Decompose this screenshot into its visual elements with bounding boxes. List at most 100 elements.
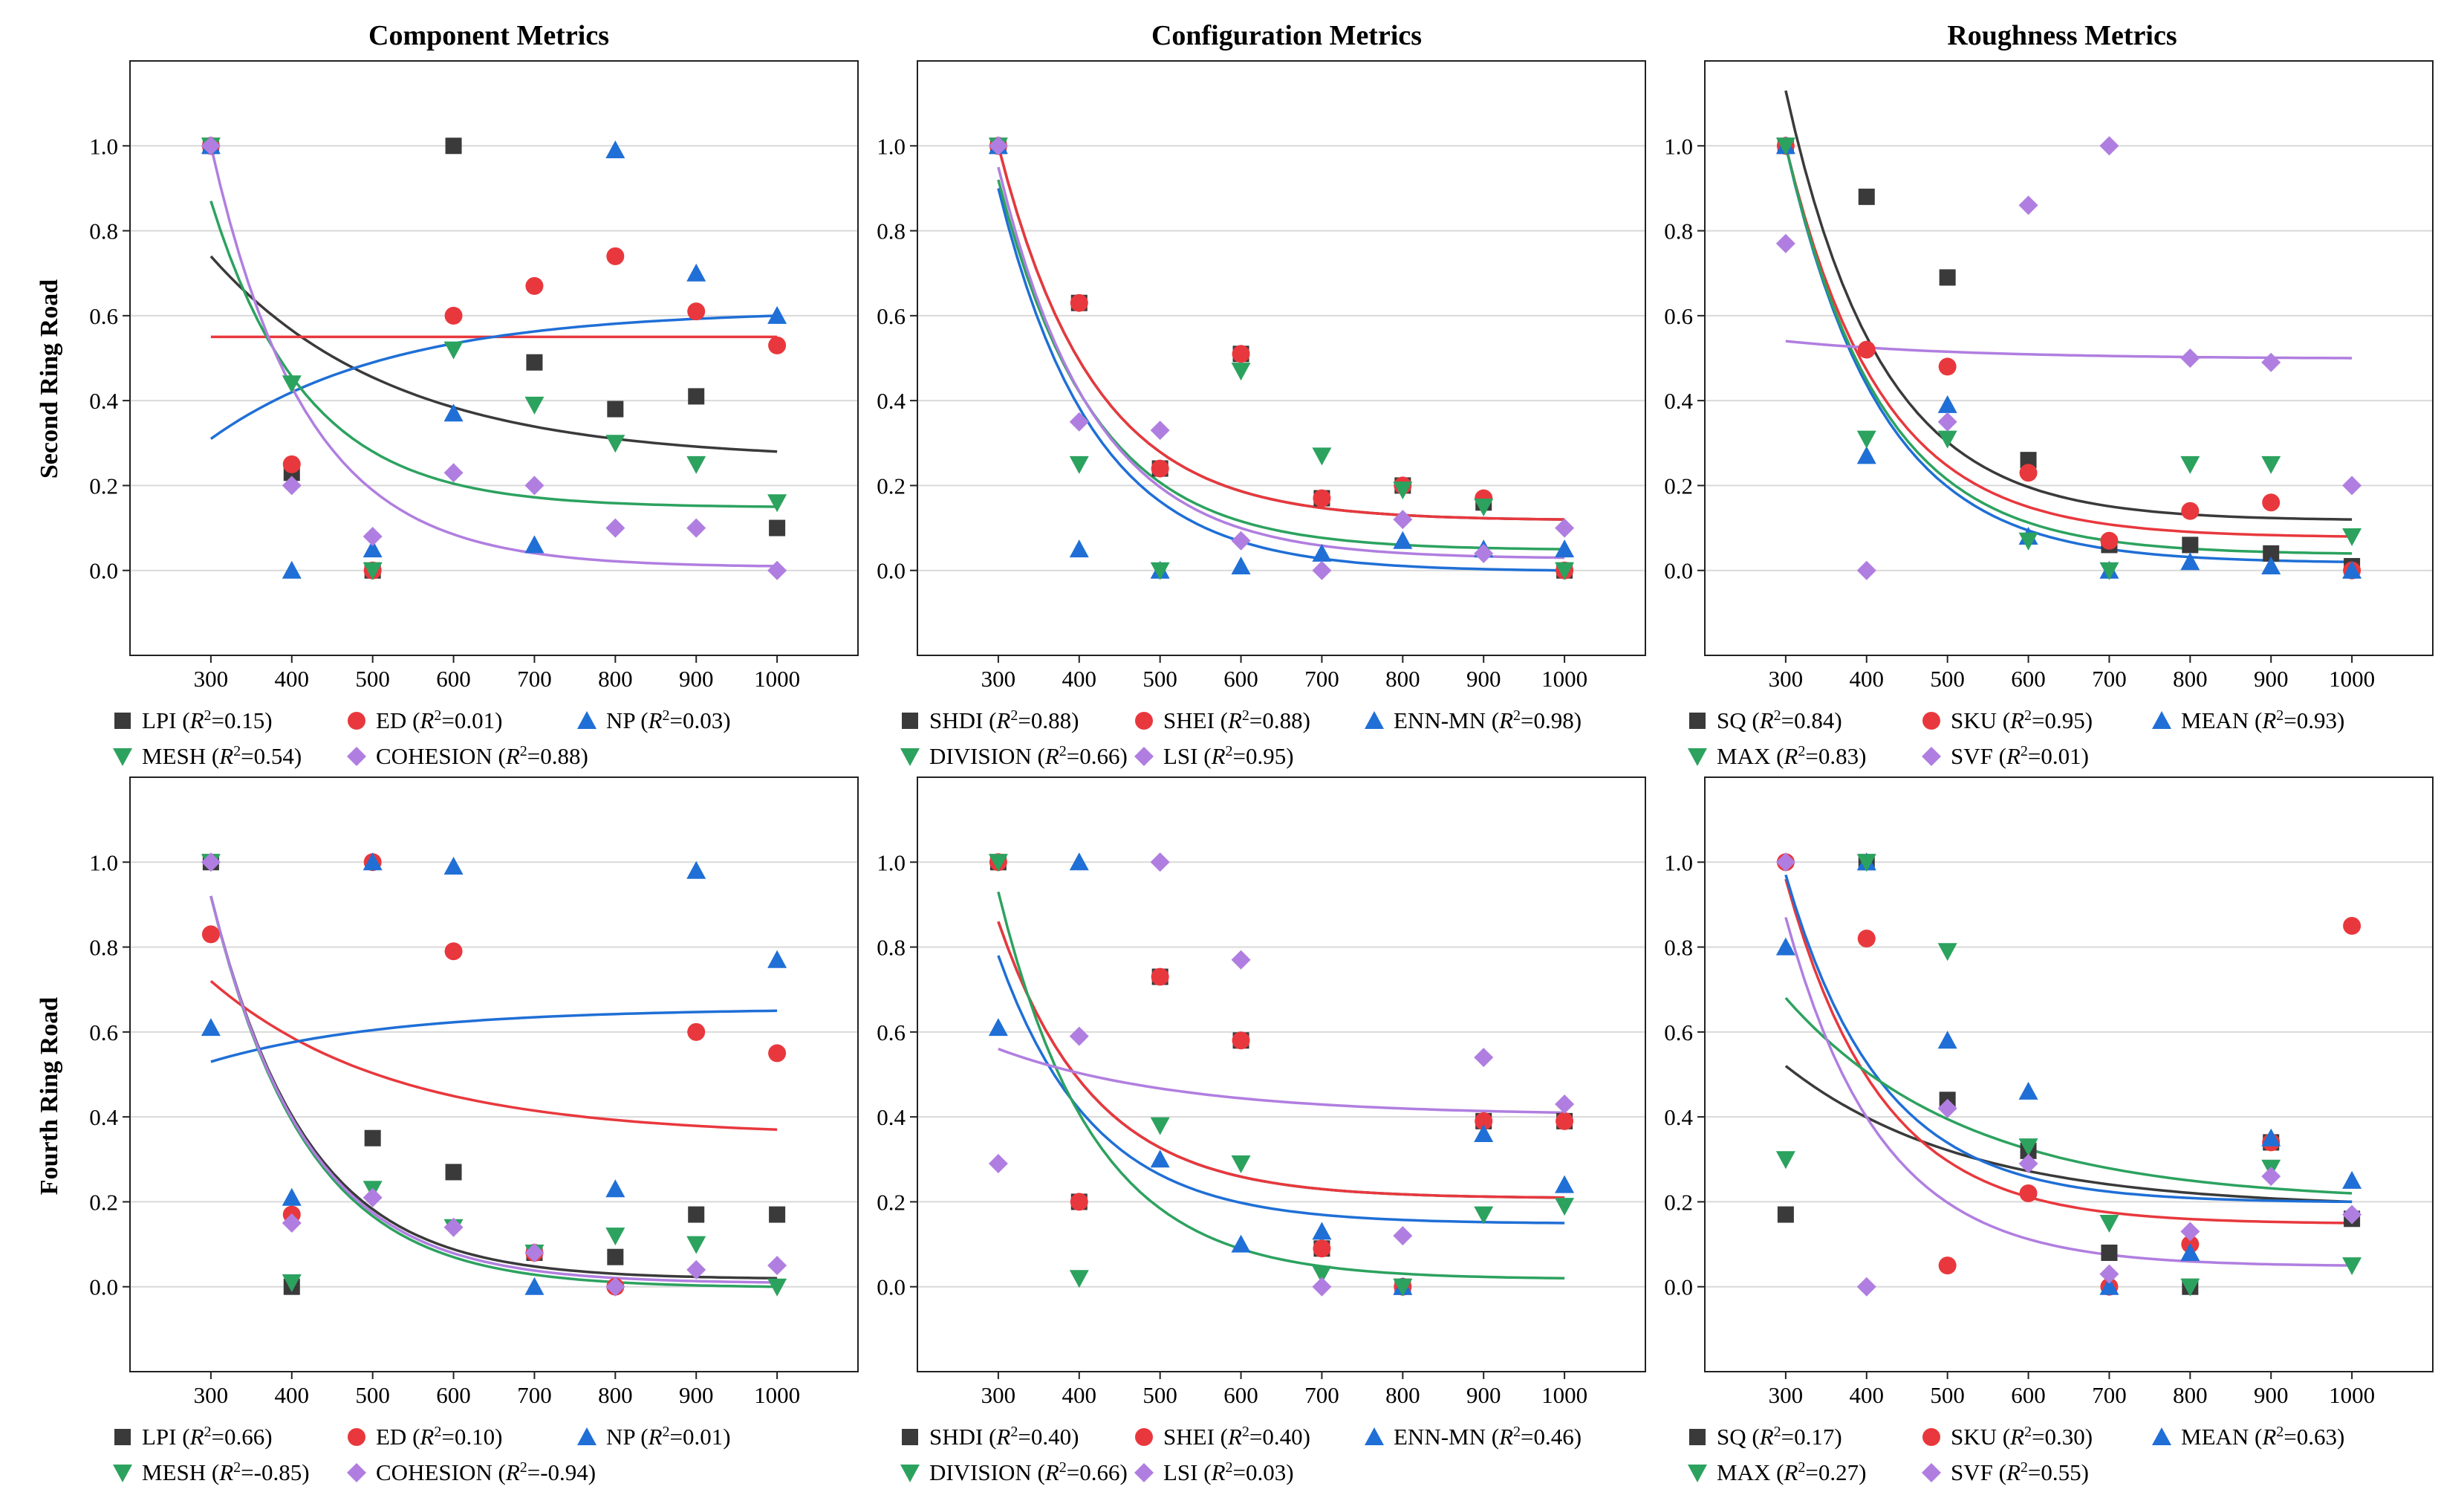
x-tick-label: 600 — [2011, 666, 2046, 692]
data-point-svf — [2261, 352, 2281, 372]
data-point-division — [988, 854, 1008, 872]
x-tick-label: 800 — [1385, 1382, 1420, 1408]
x-tick-label: 400 — [1062, 1382, 1097, 1408]
column-title-roughness: Roughness Metrics — [1947, 20, 2177, 51]
data-point-np — [282, 1187, 302, 1206]
legend-label-max: MAX (R2=0.27) — [1717, 1459, 1866, 1485]
data-point-lsi — [1069, 412, 1089, 432]
x-tick-label: 900 — [2254, 666, 2289, 692]
data-point-np — [443, 403, 464, 422]
fit-line-mean — [1784, 145, 2353, 564]
data-point-shei — [1070, 1193, 1088, 1211]
y-tick-label: 0.6 — [89, 303, 118, 329]
legend-label-ed: ED (R2=0.01) — [376, 707, 502, 733]
data-point-sku — [1938, 357, 1957, 376]
x-tick-label: 300 — [1769, 1382, 1804, 1408]
x-tick-label: 700 — [517, 666, 552, 692]
data-point-cohesion — [524, 1243, 545, 1262]
x-tick-label: 900 — [1466, 1382, 1501, 1408]
x-tick-label: 1000 — [1541, 1382, 1587, 1408]
legend-label-cohesion: COHESION (R2=-0.94) — [376, 1459, 596, 1485]
data-point-np — [282, 560, 302, 579]
legend-label-mesh: MESH (R2=-0.85) — [142, 1459, 310, 1485]
data-point-svf — [2018, 195, 2038, 215]
data-point-cohesion — [767, 1256, 787, 1276]
legend-marker-cohesion — [347, 747, 366, 766]
data-point-np — [524, 1277, 545, 1295]
x-tick-label: 600 — [2011, 1382, 2046, 1408]
legend-label-shdi: SHDI (R2=0.40) — [929, 1424, 1079, 1450]
y-tick-label: 0.4 — [1664, 1104, 1693, 1130]
data-point-ed — [282, 455, 301, 473]
data-point-sq — [2182, 536, 2199, 554]
data-point-cohesion — [524, 476, 545, 496]
panel-fourth-ring-roughness: 0.0 0.2 0.4 0.6 0.8 1.0 300 400 500 600 700 800 900 1… — [1664, 776, 2434, 1485]
data-point-np — [767, 305, 787, 324]
x-tick-label: 700 — [1304, 1382, 1339, 1408]
legend-label-np: NP (R2=0.01) — [606, 1424, 731, 1450]
data-point-sku — [1938, 1256, 1957, 1275]
data-point-cohesion — [201, 136, 221, 156]
data-point-ed — [768, 336, 787, 354]
legend-marker-mean — [2152, 711, 2171, 729]
legend-label-enn-mn: ENN-MN (R2=0.46) — [1394, 1424, 1582, 1450]
data-point-shei — [1313, 1239, 1331, 1258]
panel-fourth-ring-component: 0.0 0.2 0.4 0.6 0.8 1.0 300 400 500 600 700 800 900 1… — [89, 776, 859, 1485]
y-tick-label: 0.0 — [877, 1274, 906, 1300]
y-tick-label: 0.4 — [877, 1104, 906, 1130]
data-point-np — [363, 539, 383, 558]
fit-line-shei — [997, 145, 1565, 521]
data-point-cohesion — [767, 560, 787, 580]
data-point-lpi — [688, 388, 705, 405]
data-point-cohesion — [443, 1217, 464, 1237]
data-point-ed — [201, 925, 220, 944]
legend-label-lsi: LSI (R2=0.95) — [1163, 743, 1294, 769]
data-point-enn-mn — [1474, 1124, 1494, 1142]
y-tick-label: 0.0 — [1664, 558, 1693, 584]
y-tick-label: 0.8 — [1664, 218, 1693, 244]
data-point-shei — [1151, 967, 1169, 986]
data-point-np — [767, 950, 787, 968]
fit-line-np — [209, 314, 778, 441]
y-tick-label: 0.2 — [89, 473, 118, 499]
data-point-max — [2099, 1215, 2119, 1233]
data-point-np — [524, 535, 545, 554]
fit-line-sku — [1784, 878, 2353, 1225]
data-point-max — [2261, 455, 2281, 474]
data-point-sku — [1857, 930, 1876, 948]
data-point-svf — [1775, 852, 1795, 872]
legend-marker-shdi — [902, 1429, 918, 1445]
data-point-sq — [2020, 452, 2037, 469]
data-point-ed — [525, 276, 544, 295]
y-tick-label: 0.8 — [89, 935, 118, 961]
legend-label-enn-mn: ENN-MN (R2=0.98) — [1394, 707, 1582, 733]
legend-marker-sq — [1689, 1429, 1706, 1445]
data-point-enn-mn — [988, 1018, 1008, 1037]
data-point-sku — [2343, 917, 2361, 935]
data-point-mesh — [443, 341, 464, 360]
data-point-max — [1856, 854, 1876, 872]
data-point-division — [1474, 499, 1494, 516]
data-point-cohesion — [605, 518, 625, 538]
plot-frame — [1704, 60, 2434, 656]
legend-label-sku: SKU (R2=0.95) — [1951, 707, 2093, 733]
legend-marker-division — [900, 1465, 920, 1482]
data-point-enn-mn — [1312, 1222, 1332, 1240]
x-tick-label: 300 — [194, 666, 229, 692]
data-point-enn-mn — [1555, 539, 1575, 558]
legend-marker-max — [1688, 748, 1707, 766]
y-tick-label: 0.4 — [1664, 388, 1693, 414]
legend-marker-lsi — [1134, 747, 1154, 766]
data-point-lsi — [1231, 950, 1251, 970]
data-point-svf — [2342, 1204, 2362, 1225]
x-tick-label: 1000 — [1541, 666, 1587, 692]
fit-line-mesh — [209, 895, 778, 1288]
data-point-svf — [2180, 1222, 2200, 1242]
y-tick-label: 0.2 — [877, 473, 906, 499]
x-tick-label: 400 — [275, 1382, 310, 1408]
data-point-cohesion — [201, 852, 221, 872]
legend-label-sq: SQ (R2=0.84) — [1717, 707, 1842, 733]
y-tick-label: 1.0 — [877, 133, 906, 159]
legend-label-ed: ED (R2=0.10) — [376, 1424, 502, 1450]
